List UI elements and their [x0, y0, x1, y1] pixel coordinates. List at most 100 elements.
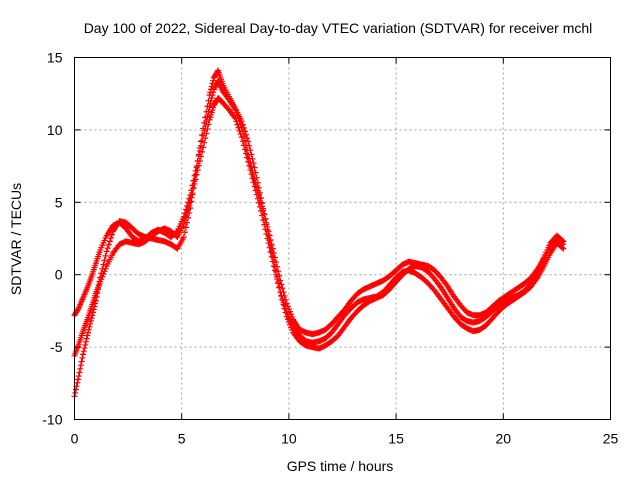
data-point-track-b — [241, 128, 248, 135]
data-point-track-c — [196, 158, 203, 165]
data-point-track-c — [246, 162, 253, 169]
y-tick-label: 0 — [55, 267, 63, 283]
data-point-track-c — [181, 217, 188, 224]
data-point-track-c — [263, 230, 270, 237]
data-point-track-b — [72, 389, 79, 396]
data-point-track-c — [237, 131, 244, 138]
data-point-track-c — [268, 253, 275, 260]
data-point-track-c — [233, 118, 240, 125]
y-tick-label: 15 — [47, 50, 63, 66]
data-point-track-c — [244, 154, 251, 161]
plot-frame — [74, 57, 611, 420]
data-point-track-b — [181, 229, 188, 236]
data-point-track-c — [193, 171, 200, 178]
data-point-track-c — [243, 150, 250, 157]
data-point-track-b — [78, 358, 85, 365]
y-tick-label: 10 — [47, 122, 63, 138]
data-point-track-b — [255, 184, 262, 191]
data-point-track-c — [248, 171, 255, 178]
data-point-track-c — [188, 194, 195, 201]
data-point-track-c — [253, 191, 260, 198]
data-point-track-c — [273, 271, 280, 278]
data-point-track-c — [192, 176, 199, 183]
data-point-track-c — [269, 258, 276, 265]
data-point-track-b — [77, 362, 84, 369]
data-point-track-b — [250, 160, 257, 167]
data-point-track-b — [258, 194, 265, 201]
data-point-track-b — [243, 131, 250, 138]
data-point-track-b — [208, 86, 215, 93]
data-point-track-b — [83, 335, 90, 342]
data-point-track-b — [100, 261, 107, 268]
data-point-track-b — [238, 118, 245, 125]
data-point-track-b — [84, 332, 91, 339]
data-points — [71, 67, 567, 400]
data-point-track-b — [77, 365, 84, 372]
data-point-track-c — [275, 280, 282, 287]
data-point-track-c — [249, 175, 256, 182]
data-point-track-b — [72, 386, 79, 393]
data-point-track-b — [245, 138, 252, 145]
data-point-track-b — [81, 345, 88, 352]
data-point-track-b — [80, 351, 87, 358]
axis-ticks: 0 5 10 15 20 25 -10 -5 0 5 10 15 — [42, 50, 618, 447]
data-point-track-c — [100, 270, 107, 277]
x-tick-label: 15 — [388, 431, 404, 447]
data-point-track-b — [80, 348, 87, 355]
data-point-track-b — [244, 135, 251, 142]
data-point-track-b — [205, 97, 212, 104]
data-point-track-c — [239, 138, 246, 145]
data-point-track-c — [271, 267, 278, 274]
data-point-track-c — [252, 187, 259, 194]
data-point-track-c — [204, 125, 211, 132]
y-axis-label: SDTVAR / TECUs — [8, 183, 24, 295]
data-point-track-b — [74, 379, 81, 386]
data-point-track-c — [232, 115, 239, 122]
data-point-track-b — [251, 164, 258, 171]
data-point-track-b — [109, 231, 116, 238]
data-point-track-b — [268, 248, 275, 255]
data-point-track-c — [238, 134, 245, 141]
data-point-track-c — [98, 276, 105, 283]
data-point-track-b — [76, 369, 83, 376]
y-tick-label: 5 — [55, 194, 63, 210]
data-point-track-c — [277, 289, 284, 296]
data-point-track-b — [203, 108, 210, 115]
data-point-track-c — [251, 183, 258, 190]
data-point-track-c — [278, 292, 285, 299]
data-point-track-b — [79, 354, 86, 361]
data-point-track-c — [99, 273, 106, 280]
data-point-track-c — [102, 265, 109, 272]
data-point-track-c — [201, 139, 208, 146]
data-point-track-b — [248, 151, 255, 158]
data-point-track-c — [200, 144, 207, 151]
data-point-track-b — [88, 315, 95, 322]
data-point-track-c — [195, 162, 202, 169]
data-point-track-c — [274, 276, 281, 283]
data-point-track-c — [205, 121, 212, 128]
data-point-track-c — [260, 217, 267, 224]
data-point-track-b — [85, 329, 92, 336]
data-point-track-c — [180, 221, 187, 228]
data-point-track-b — [104, 245, 111, 252]
chart-title: Day 100 of 2022, Sidereal Day-to-day VTE… — [84, 20, 593, 36]
data-point-track-b — [82, 338, 89, 345]
data-point-track-c — [247, 166, 254, 173]
data-point-track-c — [240, 142, 247, 149]
data-point-track-c — [261, 221, 268, 228]
data-point-track-b — [86, 323, 93, 330]
x-axis-label: GPS time / hours — [287, 458, 394, 474]
data-point-track-b — [75, 373, 82, 380]
data-point-track-c — [197, 153, 204, 160]
data-point-track-b — [209, 80, 216, 87]
data-point-track-c — [182, 213, 189, 220]
data-point-track-c — [194, 167, 201, 174]
data-point-track-c — [281, 302, 288, 309]
y-tick-label: -10 — [42, 412, 62, 428]
data-point-track-b — [208, 83, 215, 90]
data-point-track-b — [107, 235, 114, 242]
data-point-track-b — [199, 131, 206, 138]
data-point-track-c — [234, 121, 241, 128]
data-point-track-b — [256, 189, 263, 196]
data-point-track-b — [106, 238, 113, 245]
